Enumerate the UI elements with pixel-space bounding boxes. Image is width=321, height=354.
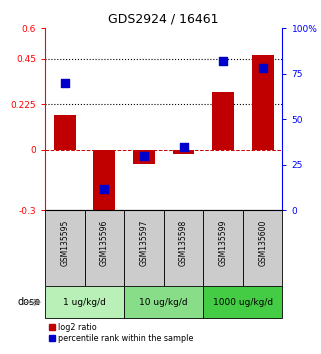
Bar	[54, 115, 76, 150]
Text: 10 ug/kg/d: 10 ug/kg/d	[139, 298, 188, 307]
Point	[102, 186, 107, 192]
Bar	[45, 286, 124, 319]
Point	[260, 65, 265, 71]
Text: 1 ug/kg/d: 1 ug/kg/d	[63, 298, 106, 307]
Bar	[203, 210, 243, 286]
Bar	[243, 210, 282, 286]
Bar	[203, 286, 282, 319]
Bar	[212, 92, 234, 150]
Text: dose: dose	[17, 297, 40, 307]
Bar	[173, 150, 195, 154]
Point	[141, 153, 146, 159]
Point	[221, 58, 226, 64]
Legend: log2 ratio, percentile rank within the sample: log2 ratio, percentile rank within the s…	[49, 322, 193, 343]
Text: GSM135599: GSM135599	[219, 219, 228, 266]
Point	[62, 80, 67, 86]
Text: GSM135597: GSM135597	[139, 219, 148, 266]
Bar	[164, 210, 203, 286]
Point	[181, 144, 186, 149]
Bar	[45, 210, 84, 286]
Title: GDS2924 / 16461: GDS2924 / 16461	[108, 13, 219, 26]
Bar	[133, 150, 155, 164]
Text: GSM135595: GSM135595	[60, 219, 69, 266]
Bar	[84, 210, 124, 286]
Bar	[124, 286, 203, 319]
Text: GSM135598: GSM135598	[179, 219, 188, 266]
Bar	[252, 55, 273, 150]
Text: GSM135600: GSM135600	[258, 219, 267, 266]
Bar	[93, 150, 115, 221]
Text: GSM135596: GSM135596	[100, 219, 109, 266]
Text: 1000 ug/kg/d: 1000 ug/kg/d	[213, 298, 273, 307]
Bar	[124, 210, 164, 286]
